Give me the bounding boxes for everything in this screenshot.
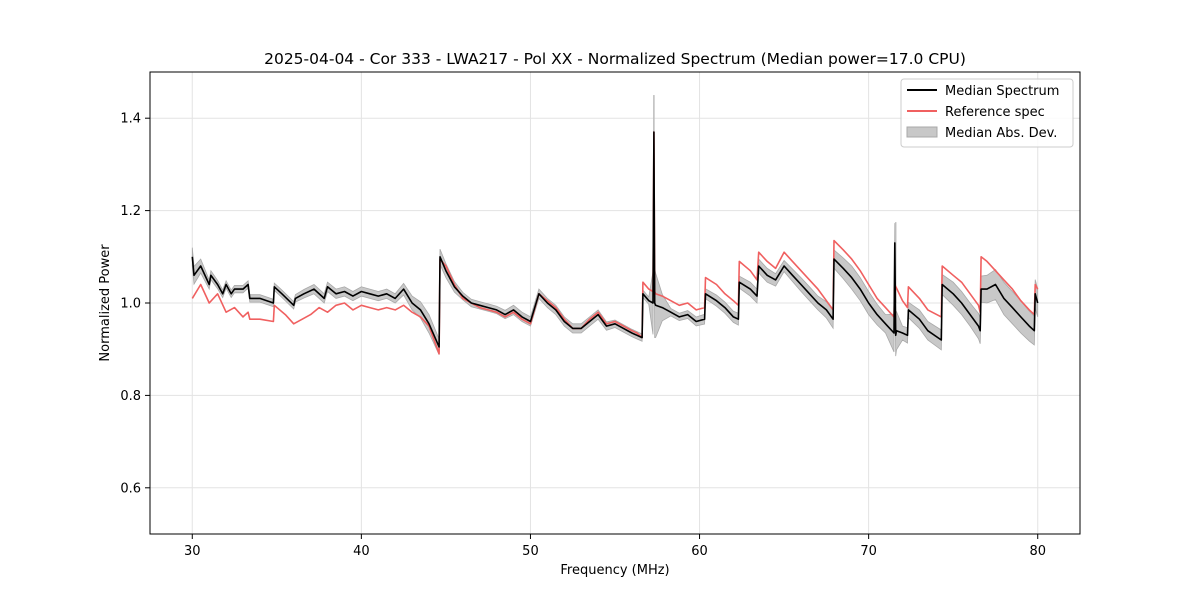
x-tick-label: 50 [522, 544, 539, 559]
median-line [191, 131, 1039, 348]
reference-series [191, 131, 1039, 355]
legend-mad-swatch [906, 126, 938, 138]
legend-reference-label: Reference spec [945, 105, 1045, 120]
mad-area [191, 95, 1039, 357]
y-tick-label: 1.0 [120, 297, 141, 312]
legend-mad-label: Median Abs. Dev. [945, 126, 1057, 141]
y-tick-label: 1.4 [120, 112, 141, 127]
x-axis-ticks: 30 40 50 60 70 80 [184, 534, 1046, 559]
y-tick-label: 0.6 [120, 481, 141, 496]
x-tick-label: 80 [1029, 544, 1046, 559]
y-tick-label: 1.2 [120, 204, 141, 219]
legend: Median Spectrum Reference spec Median Ab… [900, 78, 1074, 148]
x-tick-label: 60 [691, 544, 708, 559]
x-tick-label: 40 [353, 544, 370, 559]
x-tick-label: 30 [184, 544, 201, 559]
legend-median-label: Median Spectrum [945, 84, 1059, 99]
legend-box [900, 78, 1074, 148]
x-tick-label: 70 [860, 544, 877, 559]
y-axis-label: Normalized Power [98, 244, 113, 362]
y-tick-label: 0.8 [120, 389, 141, 404]
chart-title: 2025-04-04 - Cor 333 - LWA217 - Pol XX -… [264, 50, 966, 68]
y-axis-ticks: 0.6 0.8 1.0 1.2 1.4 [120, 112, 150, 496]
reference-line [191, 131, 1039, 355]
x-axis-label: Frequency (MHz) [560, 563, 669, 578]
median-series [191, 131, 1039, 348]
